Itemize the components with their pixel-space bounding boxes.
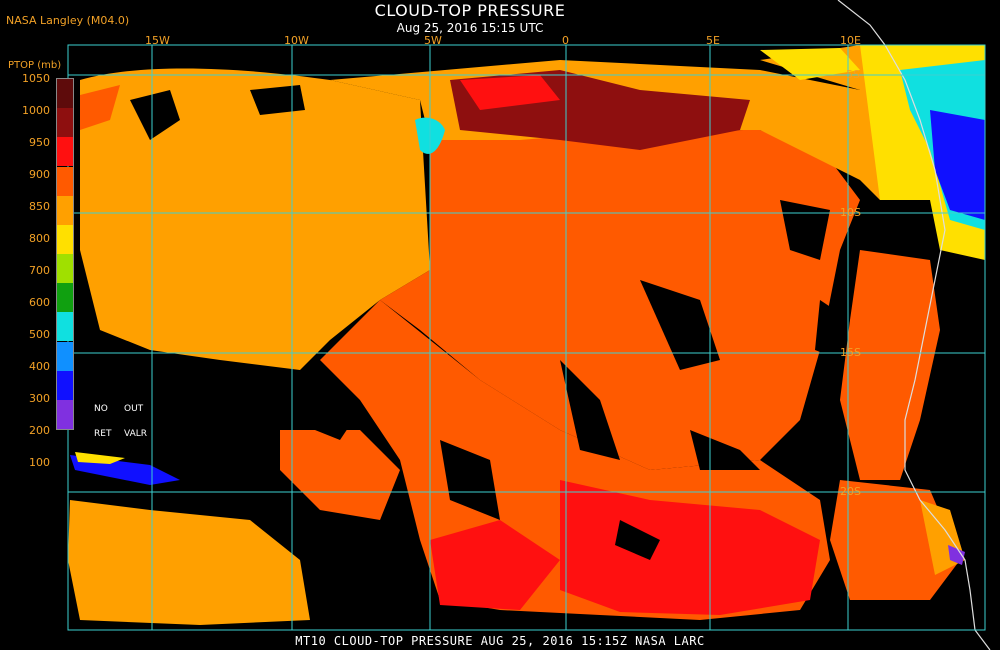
legend-out-label: OUT [124,404,144,414]
legend-tick-label: 600 [29,296,50,309]
lat-label-15s: 15S [840,346,861,359]
lon-labels: 15W 10W 5W 0 5E 10E [145,34,861,47]
lat-label-5s: 5S [846,68,860,81]
lon-label-0: 0 [562,34,569,47]
legend-tick-label: 1050 [22,72,50,85]
lon-label-15w: 15W [145,34,170,47]
legend-swatch [57,137,73,167]
map-timestamp: Aug 25, 2016 15:15 UTC [396,21,544,35]
legend-tick-label: 950 [29,136,50,149]
lat-label-10s: 10S [840,206,861,219]
lat-label-20s: 20S [840,485,861,498]
legend-tick-label: 800 [29,232,50,245]
legend-tick-label: 400 [29,360,50,373]
legend-valr-label: VALR [124,429,148,439]
legend-swatch [57,195,73,225]
legend-swatch [57,166,73,196]
legend-swatch [57,108,73,138]
map-footer: MT10 CLOUD-TOP PRESSURE AUG 25, 2016 15:… [295,634,705,648]
legend-swatch [57,312,73,342]
legend-tick-label: 700 [29,264,50,277]
legend-tick-label: 500 [29,328,50,341]
clear-sky-areas [80,85,980,630]
legend-tick-label: 100 [29,456,50,469]
map-title: CLOUD-TOP PRESSURE [374,1,566,20]
legend-swatch [57,370,73,400]
legend-tick-label: 300 [29,392,50,405]
coastline [837,0,991,650]
organization-label: NASA Langley (M04.0) [6,14,130,27]
legend-tick-label: 900 [29,168,50,181]
legend-swatch [57,79,73,109]
legend-unit: PTOP (mb) [8,60,62,71]
lon-label-5w: 5W [424,34,442,47]
cloud-fields [68,45,985,625]
legend-swatch [57,399,73,429]
legend-ret-label: RET [94,429,112,439]
lat-lon-grid [67,44,986,631]
legend-swatch [57,254,73,284]
legend-swatch [57,341,73,371]
legend-colorbar [56,78,74,430]
lon-label-10e: 10E [840,34,861,47]
lon-label-5e: 5E [706,34,720,47]
legend-swatch [57,224,73,254]
legend-tick-label: 850 [29,200,50,213]
legend-tick-label: 200 [29,424,50,437]
lon-label-10w: 10W [284,34,309,47]
lat-labels: 5S 10S 15S 20S [840,68,861,498]
legend-no-label: NO [94,404,108,414]
legend-tick-label: 1000 [22,104,50,117]
legend-swatch [57,283,73,313]
